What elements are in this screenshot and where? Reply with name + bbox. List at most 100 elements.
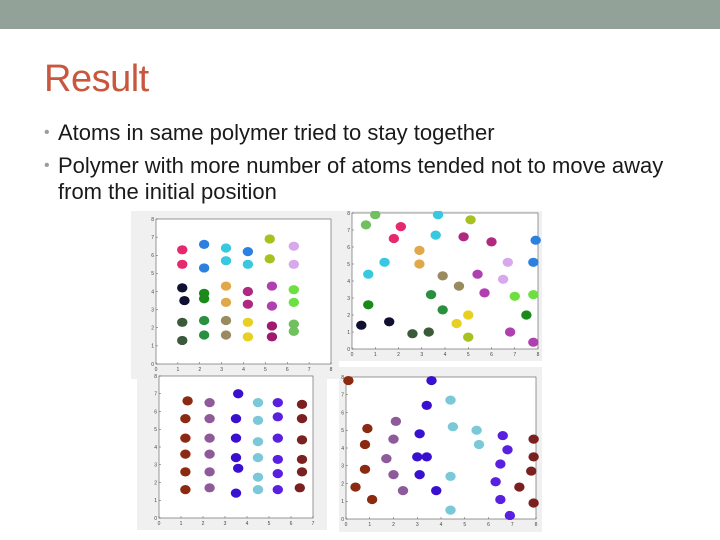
y-tick-label: 5 xyxy=(341,428,344,434)
atom-point xyxy=(242,332,254,342)
atom-point xyxy=(495,494,506,505)
y-tick-label: 0 xyxy=(341,517,344,523)
atom-point xyxy=(252,472,264,482)
atom-point xyxy=(220,243,232,253)
top-accent-bar xyxy=(0,0,720,29)
atom-point xyxy=(430,230,441,240)
bullet-dot-icon: • xyxy=(44,124,50,141)
x-tick-label: 1 xyxy=(368,522,371,528)
atom-point xyxy=(264,254,275,264)
x-tick-label: 2 xyxy=(397,352,400,358)
atom-point xyxy=(497,274,509,284)
x-tick-label: 3 xyxy=(224,521,227,527)
x-tick-label: 1 xyxy=(180,521,183,527)
atom-point xyxy=(426,375,437,386)
x-tick-label: 0 xyxy=(158,521,161,527)
atom-point xyxy=(414,259,425,269)
x-tick-label: 7 xyxy=(513,352,516,358)
atom-point xyxy=(177,245,188,255)
x-tick-label: 6 xyxy=(290,521,293,527)
atom-point xyxy=(204,467,215,477)
atom-point xyxy=(220,330,232,340)
y-tick-label: 4 xyxy=(151,289,154,295)
x-tick-label: 0 xyxy=(345,522,348,528)
atom-point xyxy=(472,269,483,279)
atom-point xyxy=(445,471,456,481)
scatter-canvas: 0 1 2 3 4 5 6 7 0 1 2 3 4 5 6 7 8 xyxy=(137,372,327,530)
atom-point xyxy=(465,215,476,225)
atom-point xyxy=(458,232,469,242)
atom-point xyxy=(471,425,482,435)
atom-point xyxy=(242,286,254,297)
atom-point xyxy=(272,412,283,422)
y-tick-label: 4 xyxy=(341,446,344,452)
atom-point xyxy=(198,294,210,304)
x-tick-label: 7 xyxy=(511,522,514,528)
y-tick-label: 2 xyxy=(347,313,350,319)
y-tick-label: 0 xyxy=(154,516,157,522)
y-tick-label: 6 xyxy=(347,245,350,251)
atom-point xyxy=(296,467,308,477)
atom-point xyxy=(343,375,354,386)
x-tick-label: 0 xyxy=(351,352,354,358)
y-tick-label: 7 xyxy=(154,392,157,398)
atom-point xyxy=(432,211,444,220)
atom-point xyxy=(198,315,210,326)
atom-point xyxy=(264,234,275,244)
atom-point xyxy=(230,488,242,498)
atom-point xyxy=(198,330,210,340)
x-tick-label: 3 xyxy=(220,367,223,373)
atom-point xyxy=(180,485,191,495)
atom-point xyxy=(356,320,367,330)
atom-point xyxy=(388,233,400,244)
x-tick-label: 5 xyxy=(268,521,271,527)
atom-point xyxy=(528,452,539,462)
atom-point xyxy=(177,259,188,269)
x-tick-label: 7 xyxy=(312,521,315,527)
atom-point xyxy=(204,398,215,408)
x-tick-label: 6 xyxy=(286,367,289,373)
atom-point xyxy=(414,470,425,480)
atom-point xyxy=(180,467,191,477)
atom-point xyxy=(220,256,232,266)
atom-point xyxy=(486,237,497,247)
scatter-plot-bottom-right: 0 1 2 3 4 5 6 7 8 0 1 2 3 4 5 6 7 8 xyxy=(339,367,542,532)
y-tick-label: 1 xyxy=(347,330,350,336)
x-tick-label: 8 xyxy=(330,367,333,373)
atom-point xyxy=(445,505,456,515)
y-tick-label: 4 xyxy=(154,445,157,451)
y-tick-label: 3 xyxy=(151,307,154,313)
atom-point xyxy=(390,416,402,426)
x-tick-label: 5 xyxy=(264,367,267,373)
atom-point xyxy=(296,435,308,445)
x-tick-label: 6 xyxy=(490,352,493,358)
y-tick-label: 5 xyxy=(151,271,154,277)
atom-point xyxy=(198,263,210,273)
atom-point xyxy=(453,281,465,291)
atom-point xyxy=(204,483,215,493)
atom-point xyxy=(272,454,283,465)
atom-point xyxy=(177,317,188,327)
atom-point xyxy=(272,433,283,443)
atom-point xyxy=(180,414,191,424)
atom-point xyxy=(182,396,193,406)
y-tick-label: 4 xyxy=(347,279,350,285)
atom-point xyxy=(384,317,395,327)
atom-point xyxy=(421,452,432,462)
atom-point xyxy=(359,464,371,474)
atom-point xyxy=(370,211,381,220)
atom-point xyxy=(272,485,283,495)
atom-point xyxy=(423,327,434,337)
bullet-list: • Atoms in same polymer tried to stay to… xyxy=(44,120,694,212)
y-tick-label: 6 xyxy=(151,253,154,259)
atom-point xyxy=(366,494,378,505)
atom-point xyxy=(252,398,264,408)
atom-point xyxy=(502,257,513,267)
atom-point xyxy=(242,247,254,257)
atom-point xyxy=(388,434,399,444)
atom-point xyxy=(363,269,374,279)
atom-point xyxy=(198,239,210,249)
x-tick-label: 1 xyxy=(176,367,179,373)
atom-point xyxy=(495,459,506,469)
atom-point xyxy=(230,433,242,443)
